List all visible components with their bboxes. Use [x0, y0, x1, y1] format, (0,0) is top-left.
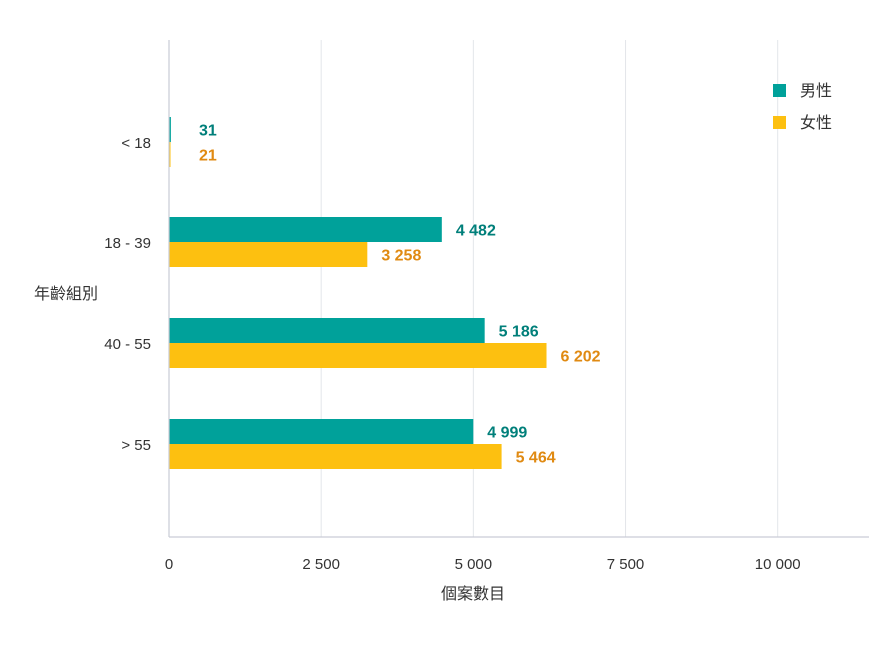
- x-tick-label: 2 500: [302, 556, 340, 573]
- bar-female: [169, 343, 547, 368]
- data-label: 31: [199, 123, 217, 140]
- bar-male: [169, 318, 485, 343]
- x-tick-label: 7 500: [607, 556, 645, 573]
- y-axis-title: 年齡組別: [34, 285, 98, 303]
- x-axis-title: 個案數目: [441, 585, 505, 603]
- x-axis-ticks: 0 2 500 5 000 7 500 10 000: [165, 556, 801, 573]
- data-label: 5 186: [499, 324, 539, 341]
- legend-swatch: [773, 116, 786, 129]
- data-label: 4 482: [456, 223, 496, 240]
- y-axis-ticks: < 18 18 - 39 40 - 55 > 55: [104, 135, 151, 454]
- bars: [169, 117, 547, 469]
- bar-female: [169, 242, 368, 267]
- bar-male: [169, 117, 171, 142]
- bar-female: [169, 142, 171, 167]
- x-tick-label: 10 000: [755, 556, 801, 573]
- y-tick-label: 40 - 55: [104, 336, 151, 353]
- x-tick-label: 5 000: [455, 556, 493, 573]
- bar-male: [169, 419, 474, 444]
- legend-label: 女性: [800, 113, 832, 132]
- bar-male: [169, 217, 442, 242]
- y-tick-label: 18 - 39: [104, 235, 151, 252]
- y-tick-label: > 55: [121, 437, 151, 454]
- data-labels: 31 4 482 5 186 4 999 21 3 258 6 202 5 464: [199, 123, 601, 467]
- y-tick-label: < 18: [121, 135, 151, 152]
- legend-label: 男性: [800, 82, 832, 100]
- data-label: 21: [199, 148, 217, 165]
- data-label: 3 258: [381, 248, 421, 265]
- data-label: 4 999: [487, 425, 527, 442]
- x-tick-label: 0: [165, 556, 173, 573]
- data-label: 6 202: [561, 349, 601, 366]
- data-label: 5 464: [516, 450, 556, 467]
- bar-female: [169, 444, 502, 469]
- legend-swatch: [773, 84, 786, 97]
